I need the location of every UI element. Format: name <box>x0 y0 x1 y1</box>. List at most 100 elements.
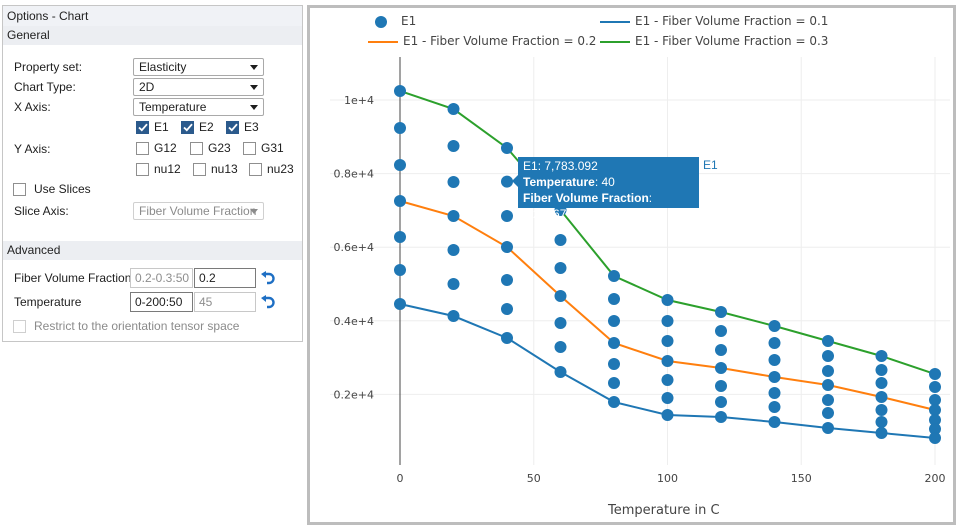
data-point[interactable] <box>929 381 941 394</box>
data-point[interactable] <box>875 416 888 428</box>
data-point[interactable] <box>394 264 406 277</box>
data-point[interactable] <box>929 404 941 417</box>
checkbox-g23[interactable]: G23 <box>190 141 231 155</box>
data-point[interactable] <box>501 273 513 286</box>
checkbox-nu23[interactable]: nu23 <box>249 162 294 176</box>
data-point[interactable] <box>715 343 727 356</box>
data-point[interactable] <box>715 410 727 423</box>
legend-item-fvf-0-1[interactable]: E1 - Fiber Volume Fraction = 0.1 <box>600 14 828 28</box>
data-point[interactable] <box>608 293 620 306</box>
data-point[interactable] <box>447 243 460 256</box>
chart-type-select[interactable]: 2D <box>133 78 264 96</box>
data-point[interactable] <box>394 195 406 208</box>
data-point[interactable] <box>715 306 727 319</box>
checkbox-e3[interactable]: E3 <box>226 120 259 134</box>
data-point[interactable] <box>768 370 781 383</box>
data-point[interactable] <box>929 432 941 445</box>
data-point[interactable] <box>768 400 781 413</box>
data-point[interactable] <box>875 391 888 404</box>
data-point[interactable] <box>501 303 513 316</box>
data-point[interactable] <box>822 350 834 363</box>
temperature-range-input[interactable]: 0-200:50 <box>130 292 193 312</box>
section-advanced-header[interactable]: Advanced <box>3 241 302 260</box>
checkbox-e1[interactable]: E1 <box>136 120 169 134</box>
data-point[interactable] <box>768 387 781 400</box>
data-point[interactable] <box>447 175 460 188</box>
x-axis-select[interactable]: Temperature <box>133 98 264 116</box>
data-point[interactable] <box>501 209 513 222</box>
slice-axis-select[interactable]: Fiber Volume Fraction <box>133 202 264 220</box>
data-point[interactable] <box>501 241 513 254</box>
data-point[interactable] <box>768 336 781 349</box>
data-point[interactable] <box>875 427 888 440</box>
data-point[interactable] <box>447 209 460 222</box>
data-point[interactable] <box>875 404 888 417</box>
data-point[interactable] <box>447 103 460 116</box>
undo-arrow-icon[interactable] <box>260 295 276 309</box>
scatter-markers[interactable] <box>394 84 941 445</box>
undo-arrow-icon[interactable] <box>260 271 276 285</box>
data-point[interactable] <box>929 414 941 427</box>
data-point[interactable] <box>875 364 888 377</box>
data-point[interactable] <box>822 393 834 406</box>
data-point[interactable] <box>608 270 620 283</box>
data-point[interactable] <box>822 335 834 348</box>
legend-item-fvf-0-3[interactable]: E1 - Fiber Volume Fraction = 0.3 <box>600 34 828 48</box>
data-point[interactable] <box>929 422 941 435</box>
data-point[interactable] <box>554 341 567 354</box>
legend-item-fvf-0-2[interactable]: E1 - Fiber Volume Fraction = 0.2 <box>368 34 596 48</box>
legend-item-e1-markers[interactable]: E1 <box>374 14 416 29</box>
data-point[interactable] <box>394 84 406 97</box>
checkbox-g31[interactable]: G31 <box>243 141 284 155</box>
data-point[interactable] <box>715 324 727 337</box>
data-point[interactable] <box>661 409 674 422</box>
data-point[interactable] <box>608 358 620 371</box>
data-point[interactable] <box>929 368 941 381</box>
temperature-value-input[interactable]: 45 <box>194 292 256 312</box>
data-point[interactable] <box>501 331 513 344</box>
data-point[interactable] <box>715 380 727 393</box>
data-point[interactable] <box>554 365 567 378</box>
checkbox-e2[interactable]: E2 <box>181 120 214 134</box>
data-point[interactable] <box>768 353 781 366</box>
data-point[interactable] <box>768 416 781 428</box>
data-point[interactable] <box>554 289 567 302</box>
data-point[interactable] <box>394 121 406 134</box>
fiber-volume-fraction-range-input[interactable]: 0.2-0.3:50 <box>130 268 193 288</box>
data-point[interactable] <box>608 336 620 349</box>
data-point[interactable] <box>608 314 620 327</box>
data-point[interactable] <box>875 376 888 389</box>
data-point[interactable] <box>715 362 727 375</box>
checkbox-nu13[interactable]: nu13 <box>193 162 238 176</box>
data-point[interactable] <box>608 396 620 409</box>
data-point[interactable] <box>661 335 674 348</box>
data-point[interactable] <box>768 319 781 332</box>
data-point[interactable] <box>447 278 460 290</box>
restrict-orientation-checkbox[interactable]: Restrict to the orientation tensor space <box>13 319 239 333</box>
data-point[interactable] <box>822 379 834 392</box>
data-point[interactable] <box>661 354 674 367</box>
checkbox-nu12[interactable]: nu12 <box>136 162 181 176</box>
data-point[interactable] <box>929 393 941 406</box>
data-point[interactable] <box>661 374 674 387</box>
data-point[interactable] <box>822 421 834 434</box>
data-point[interactable] <box>875 350 888 363</box>
data-point[interactable] <box>661 314 674 327</box>
data-point[interactable] <box>608 376 620 389</box>
data-point[interactable] <box>661 294 674 307</box>
property-set-select[interactable]: Elasticity <box>133 58 264 76</box>
use-slices-checkbox[interactable]: Use Slices <box>13 182 91 196</box>
data-point[interactable] <box>554 317 567 330</box>
data-point[interactable] <box>394 158 406 171</box>
data-point[interactable] <box>394 231 406 244</box>
data-point[interactable] <box>554 261 567 274</box>
checkbox-g12[interactable]: G12 <box>136 141 177 155</box>
data-point[interactable] <box>554 233 567 246</box>
data-point[interactable] <box>447 140 460 152</box>
data-point[interactable] <box>715 396 727 409</box>
data-point[interactable] <box>501 175 513 188</box>
data-point[interactable] <box>822 406 834 419</box>
data-point[interactable] <box>447 310 460 323</box>
data-point[interactable] <box>822 364 834 377</box>
